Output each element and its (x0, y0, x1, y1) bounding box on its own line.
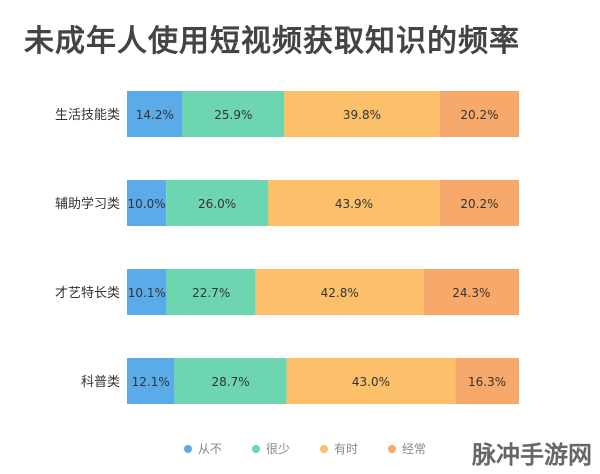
data-label: 10.1% (128, 286, 166, 300)
legend-label: 很少 (266, 442, 290, 456)
data-label: 43.9% (335, 197, 373, 211)
bar-segment (286, 358, 456, 404)
bar-segment (174, 358, 287, 404)
bar-segment (439, 91, 519, 137)
legend-marker (184, 445, 192, 453)
data-label: 22.7% (192, 286, 230, 300)
data-label: 12.1% (132, 375, 170, 389)
category-label: 辅助学习类 (55, 196, 120, 212)
data-label: 20.2% (460, 197, 498, 211)
site-watermark: 脉冲手游网 (472, 441, 592, 469)
data-label: 26.0% (198, 197, 236, 211)
bar-segment (182, 91, 285, 137)
bar-segment (267, 180, 440, 226)
data-label: 42.8% (321, 286, 359, 300)
category-label: 科普类 (81, 375, 120, 390)
data-label: 25.9% (214, 108, 252, 122)
chart-title: 未成年人使用短视频获取知识的频率 (24, 24, 520, 59)
data-label: 16.3% (468, 375, 506, 389)
bar-segment (127, 180, 167, 226)
bar-segment (423, 269, 519, 315)
bar-segment (127, 358, 175, 404)
bar-segment (127, 91, 183, 137)
bar-segment (127, 269, 167, 315)
legend-label: 经常 (402, 442, 426, 456)
bar-segment (439, 180, 519, 226)
category-label: 生活技能类 (55, 108, 120, 123)
bar-segment (284, 91, 440, 137)
bar-segment (455, 358, 519, 404)
data-label: 43.0% (352, 375, 390, 389)
data-label: 24.3% (452, 286, 490, 300)
data-label: 28.7% (212, 375, 250, 389)
data-label: 14.2% (136, 108, 174, 122)
bar-segment (166, 269, 256, 315)
data-label: 20.2% (460, 108, 498, 122)
bar-segment (166, 180, 268, 226)
bar-segment (255, 269, 424, 315)
legend-label: 有时 (334, 442, 358, 456)
legend-marker (388, 445, 396, 453)
category-label: 才艺特长类 (55, 286, 120, 301)
data-label: 39.8% (343, 108, 381, 122)
legend-marker (320, 445, 328, 453)
legend-label: 从不 (198, 442, 222, 456)
data-label: 10.0% (128, 197, 166, 211)
legend-marker (252, 445, 260, 453)
